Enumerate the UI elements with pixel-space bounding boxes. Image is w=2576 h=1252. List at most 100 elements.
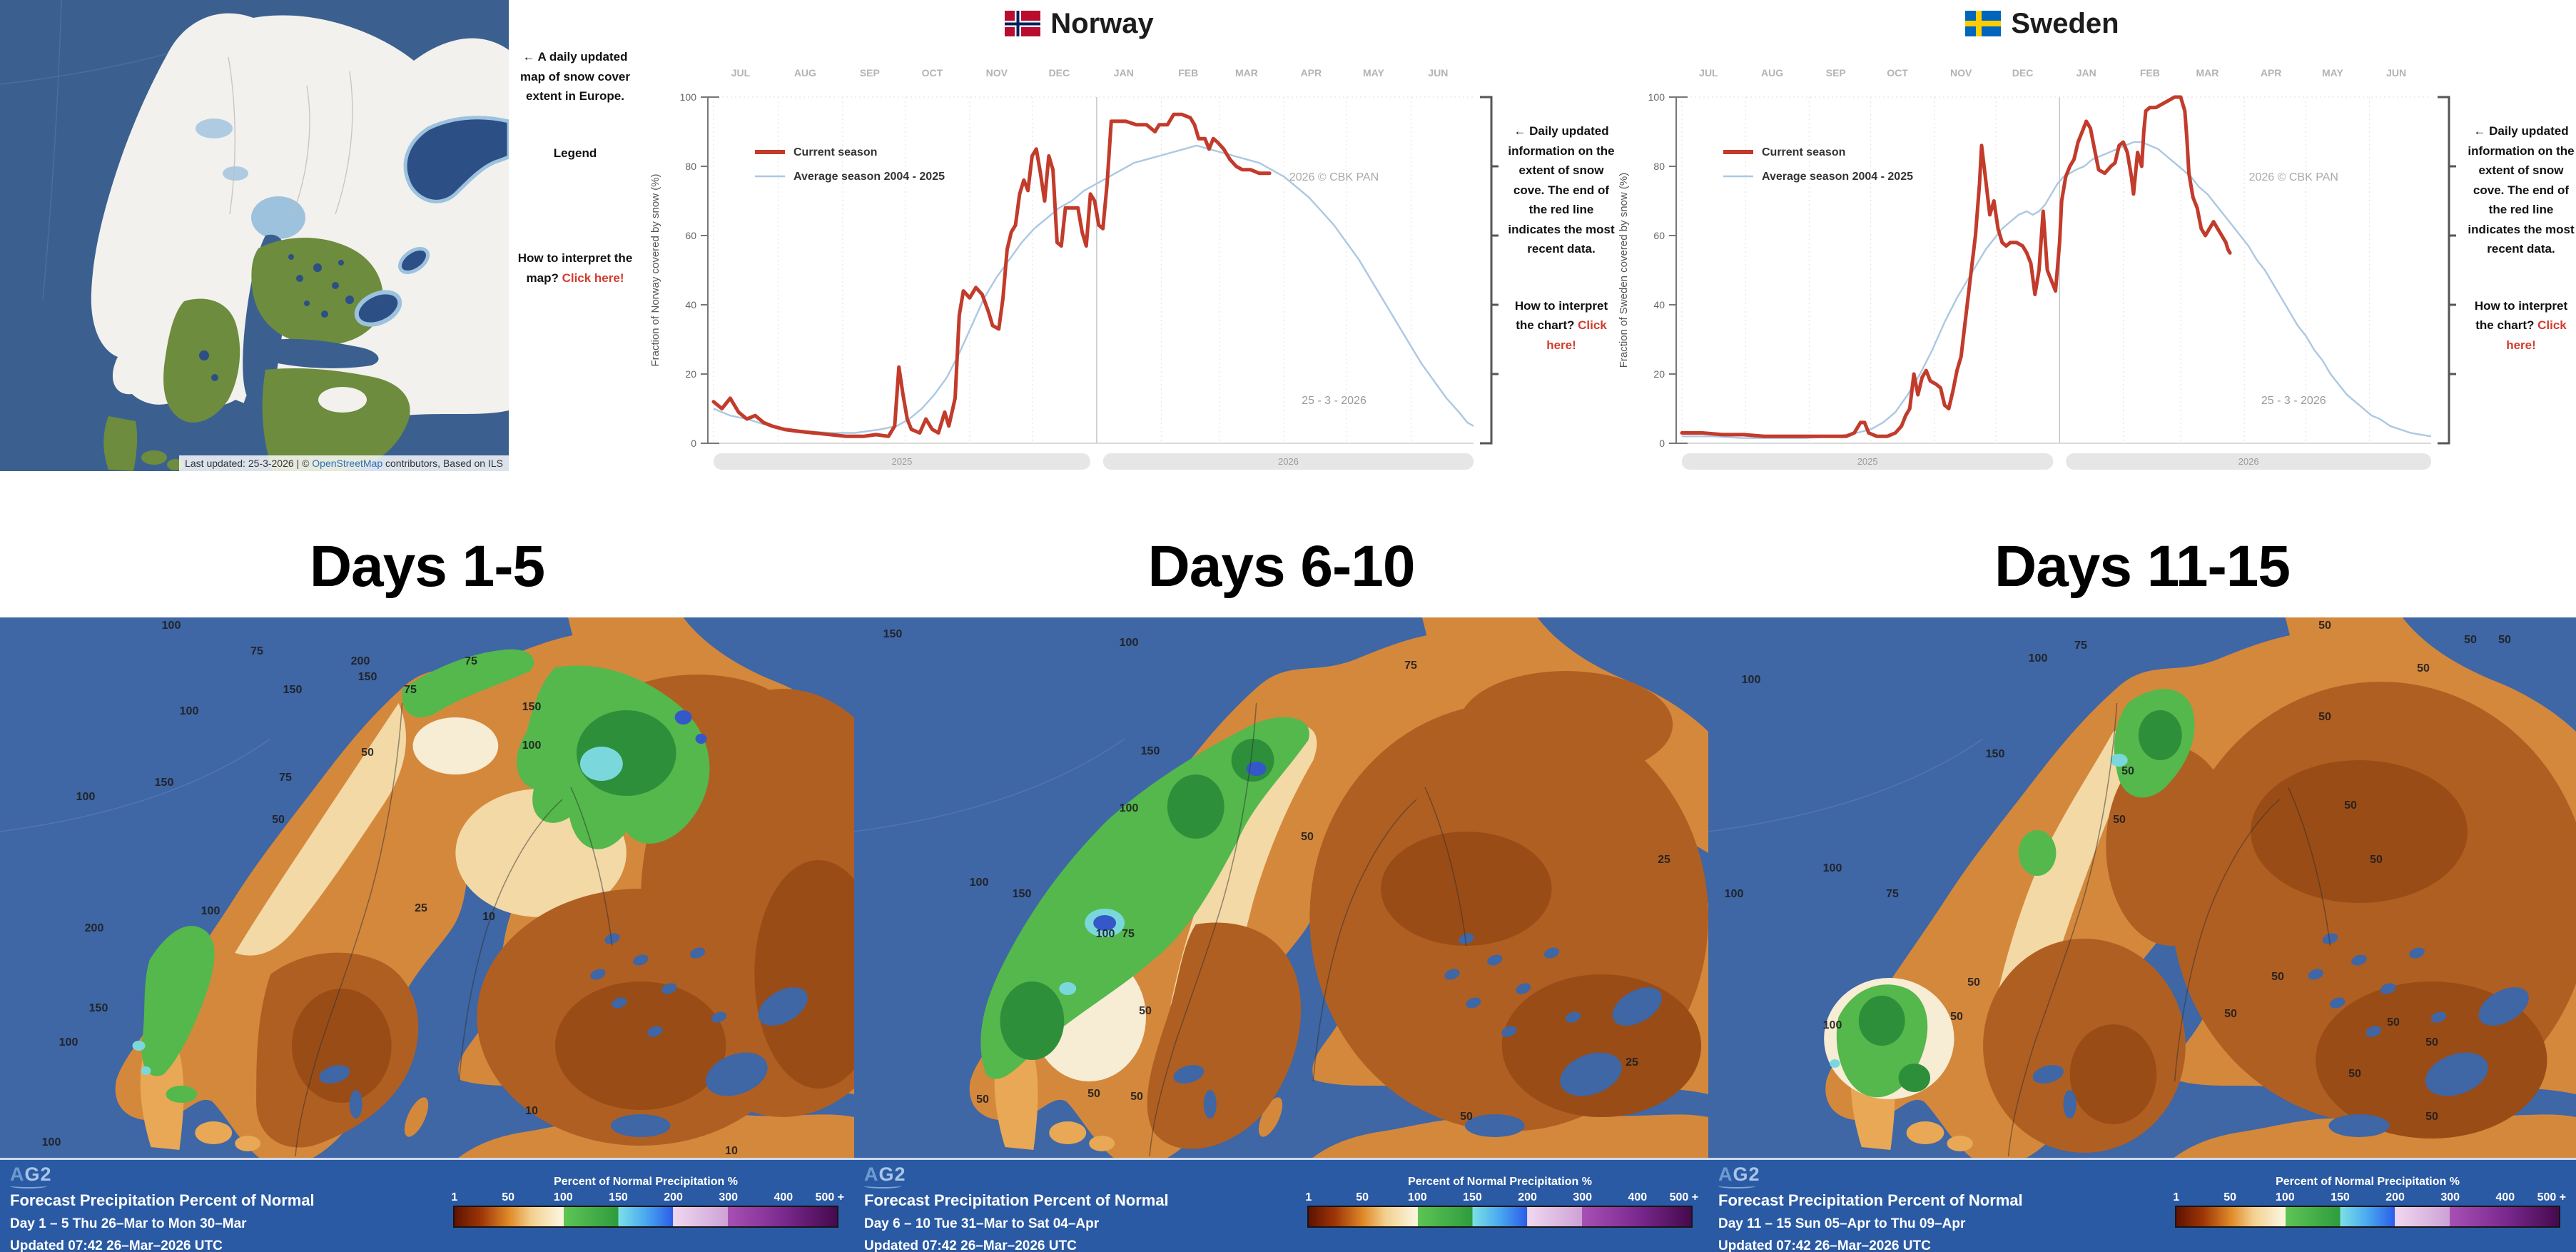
svg-text:NOV: NOV — [1950, 67, 1972, 79]
banner-title: Forecast Precipitation Percent of Normal — [10, 1191, 315, 1209]
country-borders — [1149, 702, 1467, 1157]
colorbar-tick: 500 + — [1669, 1191, 1699, 1203]
forecast-banner: AG2 Forecast Precipitation Percent of No… — [1708, 1158, 2576, 1252]
colorbar-tick: 500 + — [815, 1191, 845, 1203]
legend: Current season Average season 2004 - 2025 — [755, 146, 945, 183]
watermark: 2026 © CBK PAN — [1289, 171, 1379, 183]
colorbar-tick: 150 — [1463, 1191, 1482, 1203]
precip-map-days-6-10 — [854, 617, 1708, 1160]
svg-text:AUG: AUG — [1761, 67, 1783, 79]
country-borders — [228, 56, 353, 215]
colorbar-tick: 100 — [2275, 1191, 2295, 1203]
range-pill[interactable] — [2066, 453, 2431, 470]
forecast-banner: AG2 Forecast Precipitation Percent of No… — [854, 1158, 1708, 1252]
svg-text:SEP: SEP — [860, 67, 880, 79]
forecast-banner: AG2 Forecast Precipitation Percent of No… — [0, 1158, 854, 1252]
inland-water — [1173, 933, 1662, 1137]
colorbar-tick: 1 — [1305, 1191, 1312, 1203]
svg-text:JAN: JAN — [1114, 67, 1134, 79]
range-pill[interactable] — [1102, 453, 1474, 470]
precip-anomaly-shading — [132, 649, 854, 1148]
colorbar-title: Percent of Normal Precipitation % — [1408, 1176, 1592, 1188]
svg-text:2025: 2025 — [1857, 456, 1878, 467]
y-axis-label: Fraction of Norway covered by snow (%) — [649, 173, 661, 366]
spacer — [511, 106, 639, 143]
svg-text:DEC: DEC — [2012, 67, 2034, 79]
colorbar-tick: 300 — [1573, 1191, 1593, 1203]
forecast-panel-days-6-10: 150 100 75 150 100 50 25 100 150 100 75 50 25 50 50 50 5… — [854, 617, 1708, 1252]
y-axis: 0 20 40 60 80 100 — [680, 91, 1499, 449]
colorbar-tick: 500 + — [2537, 1191, 2567, 1203]
spacer — [2468, 259, 2575, 296]
svg-text:JUN: JUN — [1428, 67, 1448, 79]
watermark: 2026 © CBK PAN — [2249, 171, 2338, 183]
map-howto-link[interactable]: Click here! — [562, 271, 624, 285]
ag2-logo: AG2 — [10, 1163, 52, 1188]
range-selector[interactable]: 2025 2026 — [714, 453, 1474, 470]
openstreetmap-link[interactable]: OpenStreetMap — [312, 458, 383, 469]
current-season-line — [711, 112, 1272, 438]
map-howto: How to interpret the map? Click here! — [511, 248, 639, 288]
svg-text:20: 20 — [1653, 368, 1665, 380]
range-pill[interactable] — [714, 453, 1090, 470]
svg-text:NOV: NOV — [986, 67, 1008, 79]
chart-note-panel-right: ← Daily updated information on the exten… — [2468, 121, 2575, 355]
sweden-flag-icon — [1965, 11, 2002, 36]
banner-title: Forecast Precipitation Percent of Normal — [1718, 1191, 2023, 1209]
svg-text:JUL: JUL — [731, 67, 751, 79]
chart-howto-link[interactable]: Click here! — [2506, 318, 2567, 352]
norway-snow-chart[interactable]: JUL AUG SEP OCT NOV DEC JAN FEB MAR APR MAY JUN 0 20 4… — [646, 44, 1513, 475]
banner-updated: Updated 07:42 26–Mar–2026 UTC — [1718, 1238, 1931, 1252]
chart-note-panel: ← Daily updated information on the exten… — [1507, 121, 1616, 355]
colorbar: Percent of Normal Precipitation % 1 50 100… — [2173, 1176, 2566, 1228]
lake — [211, 374, 218, 381]
svg-text:MAR: MAR — [1235, 67, 1258, 79]
inland-water — [2032, 933, 2529, 1137]
inland-water — [319, 933, 808, 1137]
chart-howto-link[interactable]: Click here! — [1546, 318, 1607, 352]
snow-patch-estonia — [318, 387, 367, 413]
svg-text:Average season 2004 - 2025: Average season 2004 - 2025 — [1762, 171, 1913, 183]
sweden-snow-chart[interactable]: JUL AUG SEP OCT NOV DEC JAN FEB MAR APR MAY JUN 0 20 4… — [1614, 44, 2470, 475]
date-note: 25 - 3 - 2026 — [2261, 395, 2326, 407]
gulf-of-finland — [251, 338, 379, 368]
svg-text:DEC: DEC — [1049, 67, 1070, 79]
colorbar-title: Percent of Normal Precipitation % — [2276, 1176, 2460, 1188]
sweden-chart-title: Sweden — [1614, 4, 2470, 44]
colorbar-ticks: 1 50 100 150 200 300 400 500 + — [1305, 1191, 1698, 1206]
snow-cover-map[interactable]: Last updated: 25-3-2026 | © OpenStreetMa… — [0, 0, 509, 471]
sweden-chart-section: Sweden JUL AUG SEP OCT NOV DEC JAN FEB MAR APR MAY… — [1614, 4, 2470, 478]
precip-map-days-11-15 — [1708, 617, 2576, 1160]
svg-text:2025: 2025 — [891, 456, 912, 467]
graticule-line — [42, 0, 62, 301]
colorbar-tick: 1 — [451, 1191, 458, 1203]
colorbar-tick: 100 — [1407, 1191, 1427, 1203]
svg-text:JUN: JUN — [2386, 67, 2406, 79]
spacer — [1507, 259, 1616, 296]
svg-text:OCT: OCT — [922, 67, 943, 79]
svg-text:JUL: JUL — [1699, 67, 1718, 79]
partial-snow-patch — [223, 166, 248, 181]
banner-range: Day 6 – 10 Tue 31–Mar to Sat 04–Apr — [864, 1216, 1100, 1231]
range-selector[interactable]: 2025 2026 — [1682, 453, 2431, 470]
ag2-logo: AG2 — [1718, 1163, 1760, 1188]
banner-updated: Updated 07:42 26–Mar–2026 UTC — [864, 1238, 1077, 1252]
forecast-panel-days-1-5: 100 75 200 150 150 75 75 100 150 100 50 75 150 100 50 1… — [0, 617, 854, 1252]
svg-text:APR: APR — [2261, 67, 2282, 79]
svg-text:Average season 2004 - 2025: Average season 2004 - 2025 — [793, 171, 945, 183]
range-pill[interactable] — [1682, 453, 2054, 470]
colorbar-tick: 150 — [609, 1191, 628, 1203]
chart-country-name: Sweden — [2011, 7, 2119, 39]
colorbar-title: Percent of Normal Precipitation % — [554, 1176, 738, 1188]
svg-text:OCT: OCT — [1887, 67, 1908, 79]
attribution-text: Last updated: 25-3-2026 | © — [185, 458, 313, 469]
legend: Current season Average season 2004 - 2025 — [1723, 146, 1913, 183]
colorbar-tick: 50 — [1356, 1191, 1369, 1203]
colorbar-tick: 50 — [2223, 1191, 2237, 1203]
country-borders — [295, 702, 613, 1157]
colorbar-tick: 400 — [1628, 1191, 1648, 1203]
colorbar-tick: 200 — [1518, 1191, 1537, 1203]
colorbar-gradient — [453, 1206, 838, 1228]
days-11-15-header: Days 11-15 — [1994, 534, 2291, 599]
banner-range: Day 1 – 5 Thu 26–Mar to Mon 30–Mar — [10, 1216, 247, 1231]
